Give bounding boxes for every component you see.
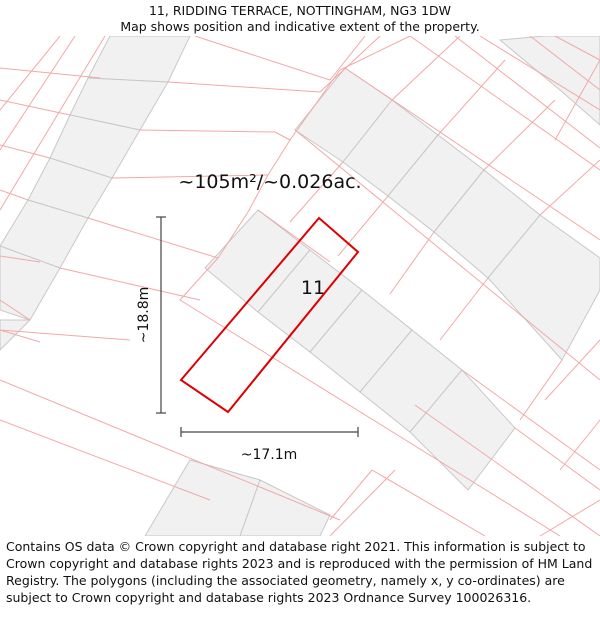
- map-subtitle: Map shows position and indicative extent…: [120, 19, 480, 34]
- parcel-line: [0, 419, 211, 501]
- map-svg: ~105m²/~0.026ac. 11 ~18.8m ~17.1m: [0, 36, 600, 536]
- parcel-line: [294, 129, 600, 381]
- parcel-line: [539, 159, 600, 216]
- parcel-line: [414, 404, 600, 536]
- parcel-line: [391, 36, 461, 101]
- parcel-line: [0, 329, 131, 341]
- parcel-line: [371, 469, 486, 536]
- parcel-line: [289, 161, 344, 223]
- parcel-line: [319, 36, 381, 93]
- parcel-boundaries: [0, 36, 600, 536]
- building: [87, 36, 191, 83]
- parcel-line: [0, 144, 51, 159]
- parcel-line: [139, 129, 276, 133]
- building: [498, 36, 600, 126]
- parcel-line: [337, 195, 389, 257]
- parcel-line: [0, 299, 31, 321]
- map-header: 11, RIDDING TERRACE, NOTTINGHAM, NG3 1DW…: [0, 0, 600, 36]
- parcel-line: [454, 36, 600, 149]
- parcel-line: [539, 499, 600, 536]
- parcel-line: [479, 36, 600, 111]
- parcel-line: [439, 277, 489, 341]
- map-canvas[interactable]: ~105m²/~0.026ac. 11 ~18.8m ~17.1m: [0, 36, 600, 536]
- parcel-line: [0, 379, 341, 521]
- parcel-line: [0, 67, 101, 79]
- parcel-line: [194, 36, 331, 81]
- parcel-line: [111, 174, 269, 179]
- parcel-line: [0, 36, 76, 151]
- parcel-line: [0, 255, 41, 263]
- parcel-line: [217, 174, 269, 259]
- parcel-line: [0, 189, 29, 201]
- parcel-line: [483, 99, 556, 171]
- parcel-line: [409, 36, 600, 171]
- property-boundary[interactable]: [179, 216, 360, 414]
- parcel-line: [179, 299, 561, 536]
- parcel-line: [59, 267, 201, 301]
- parcel-line: [554, 59, 600, 141]
- measure-lines: [156, 216, 359, 437]
- parcel-line: [519, 359, 563, 421]
- parcel-line: [389, 231, 435, 295]
- parcel-line: [267, 131, 291, 176]
- width-measure-label: ~17.1m: [241, 447, 298, 463]
- area-label: ~105m²/~0.026ac.: [178, 171, 361, 193]
- property-address: 11, RIDDING TERRACE, NOTTINGHAM, NG3 1DW: [148, 3, 452, 18]
- building: [487, 214, 600, 361]
- parcel-line: [289, 36, 411, 141]
- copyright-notice: Contains OS data © Crown copyright and d…: [6, 539, 593, 605]
- parcel-line: [257, 209, 331, 263]
- parcel-line: [529, 36, 600, 91]
- building: [144, 459, 261, 536]
- parcel-line: [329, 36, 366, 81]
- buildings: [0, 36, 600, 536]
- plot-number-label: 11: [301, 277, 325, 299]
- parcel-line: [0, 36, 106, 211]
- parcel-line: [329, 469, 396, 536]
- parcel-line: [437, 59, 506, 136]
- parcel-line: [87, 217, 219, 301]
- parcel-line: [0, 99, 71, 116]
- parcel-line: [167, 81, 321, 93]
- parcel-line: [559, 419, 600, 471]
- parcel-line: [344, 67, 600, 241]
- parcel-line: [329, 469, 373, 521]
- parcel-line: [554, 36, 600, 61]
- parcel-line: [514, 427, 600, 491]
- height-measure-label: ~18.8m: [136, 287, 152, 344]
- parcel-line: [0, 329, 41, 343]
- parcel-line: [544, 339, 600, 401]
- parcel-line: [461, 369, 600, 471]
- parcel-line: [0, 36, 61, 111]
- building: [239, 479, 331, 536]
